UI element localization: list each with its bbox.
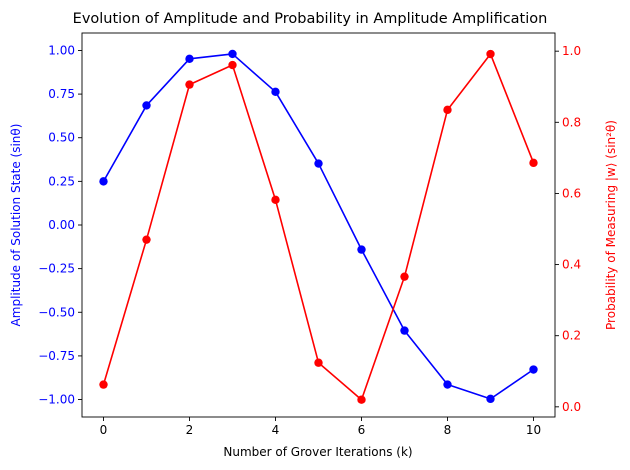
amplitude-point xyxy=(99,177,108,186)
right-tick-label: 0.4 xyxy=(562,258,581,272)
x-axis-label: Number of Grover Iterations (k) xyxy=(223,445,412,459)
right-tick-label: 0.6 xyxy=(562,186,581,200)
x-tick-label: 4 xyxy=(272,423,280,437)
probability-point xyxy=(529,158,538,168)
chart-title: Evolution of Amplitude and Probability i… xyxy=(73,11,548,27)
right-tick-label: 0.2 xyxy=(562,329,581,343)
left-tick-label: 1.00 xyxy=(48,43,75,57)
right-tick-label: 1.0 xyxy=(562,44,581,58)
probability-point xyxy=(486,49,495,59)
x-tick-label: 8 xyxy=(444,423,452,437)
series-probability xyxy=(99,49,538,404)
left-tick-label: 0.25 xyxy=(48,174,75,188)
right-tick-label: 0.0 xyxy=(562,400,581,414)
probability-point xyxy=(400,272,409,281)
x-tick-label: 10 xyxy=(526,423,541,437)
amplitude-point xyxy=(314,159,323,168)
left-y-axis: −1.00 −0.75 −0.50 −0.25 0.00 0.25 0.50 0.75 1.00 xyxy=(38,43,82,407)
x-axis: 0 2 4 6 8 10 xyxy=(100,417,541,437)
x-tick-label: 2 xyxy=(186,423,194,437)
amplitude-point xyxy=(271,87,280,97)
amplitude-point xyxy=(357,245,366,254)
left-tick-label: 0.75 xyxy=(48,87,75,101)
probability-point xyxy=(99,380,108,389)
left-tick-label: −0.50 xyxy=(38,305,75,319)
probability-point xyxy=(443,105,452,115)
probability-point xyxy=(357,395,366,404)
amplitude-point xyxy=(185,54,194,64)
right-y-axis-label: Probability of Measuring |w⟩ (sin²θ) xyxy=(604,120,618,330)
right-tick-label: 0.8 xyxy=(562,115,581,129)
x-tick-label: 6 xyxy=(358,423,366,437)
left-tick-label: −0.75 xyxy=(38,349,75,363)
x-tick-label: 0 xyxy=(100,423,108,437)
amplitude-point xyxy=(400,326,409,335)
amplitude-point xyxy=(142,101,151,110)
left-y-axis-label: Amplitude of Solution State (sinθ) xyxy=(9,124,23,327)
amplitude-point xyxy=(228,49,237,59)
left-tick-label: −0.25 xyxy=(38,262,75,276)
probability-point xyxy=(314,358,323,367)
probability-point xyxy=(185,80,194,89)
amplitude-point xyxy=(529,365,538,374)
series-amplitude xyxy=(99,49,538,404)
right-y-axis: 0.0 0.2 0.4 0.6 0.8 1.0 xyxy=(555,44,581,414)
probability-point xyxy=(271,195,280,205)
amplitude-point xyxy=(443,380,452,389)
amplitude-point xyxy=(486,394,495,404)
probability-point xyxy=(142,235,151,244)
left-tick-label: 0.50 xyxy=(48,131,75,145)
left-tick-label: −1.00 xyxy=(38,393,75,407)
left-tick-label: 0.00 xyxy=(48,218,75,232)
probability-point xyxy=(228,60,237,70)
